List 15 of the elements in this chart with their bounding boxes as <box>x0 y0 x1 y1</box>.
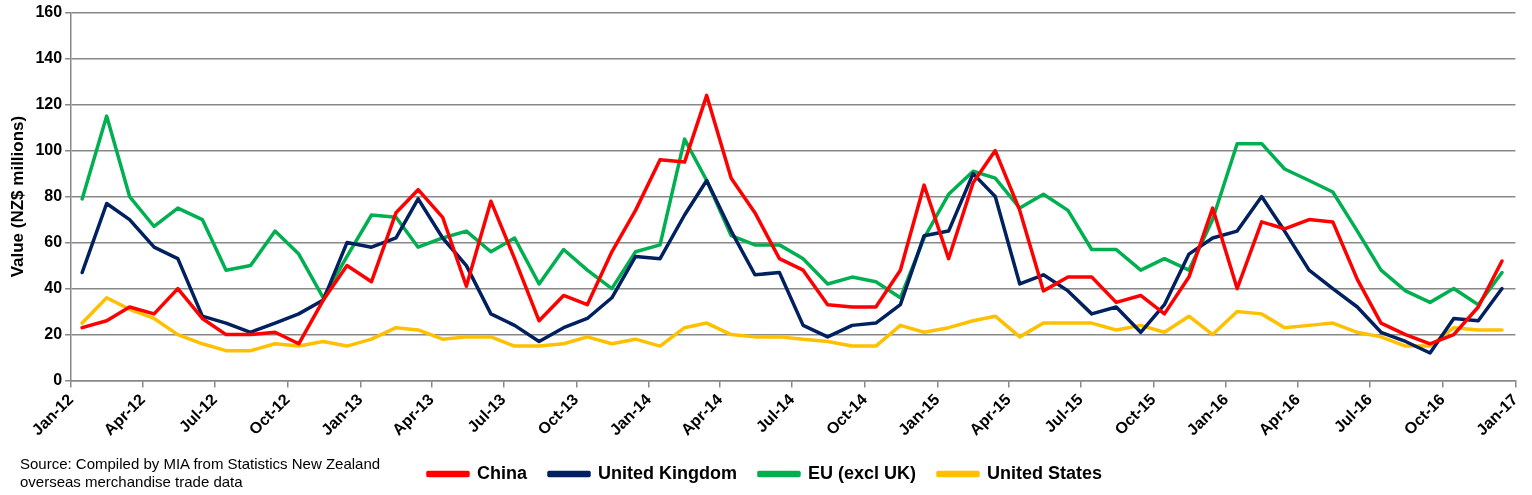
y-tick-label: 100 <box>35 141 63 158</box>
source-note: Source: Compiled by MIA from Statistics New Zealand overseas merchandise trade data <box>20 455 382 491</box>
y-tick-label: 120 <box>35 95 63 112</box>
y-tick-label: 0 <box>53 370 63 388</box>
y-tick-label: 80 <box>44 186 63 204</box>
y-tick-label: 60 <box>44 232 63 250</box>
y-axis-title: Value (NZ$ millions) <box>7 115 27 278</box>
y-tick-label: 140 <box>35 49 63 66</box>
legend-label: China <box>476 462 528 483</box>
y-tick-label: 20 <box>44 324 63 342</box>
legend-label: United Kingdom <box>597 462 737 483</box>
legend-label: EU (excl UK) <box>807 462 916 483</box>
legend-label: United States <box>986 462 1103 483</box>
y-tick-label: 40 <box>44 278 63 296</box>
y-tick-label: 160 <box>35 3 63 21</box>
